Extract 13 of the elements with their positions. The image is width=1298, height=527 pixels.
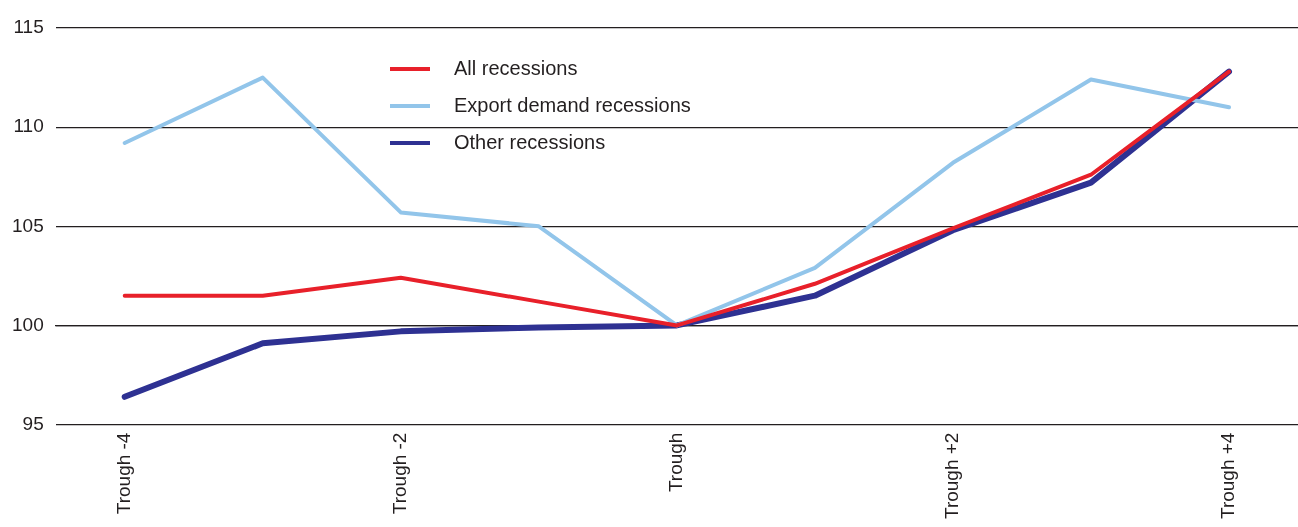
legend-label: Other recessions (454, 131, 606, 154)
legend-label: All recessions (454, 57, 578, 80)
x-tick-label: Trough -4 (112, 432, 134, 515)
x-tick-label: Trough (665, 432, 687, 493)
y-tick-label: 95 (22, 412, 44, 434)
legend-label: Export demand recessions (454, 94, 691, 117)
x-tick-label: Trough +2 (941, 432, 963, 519)
y-tick-label: 100 (12, 313, 44, 335)
x-tick-label: Trough -2 (389, 432, 411, 515)
y-tick-label: 110 (13, 115, 44, 137)
y-tick-label: 115 (13, 16, 44, 38)
x-tick-label: Trough +4 (1217, 432, 1239, 519)
y-tick-label: 105 (12, 214, 44, 236)
